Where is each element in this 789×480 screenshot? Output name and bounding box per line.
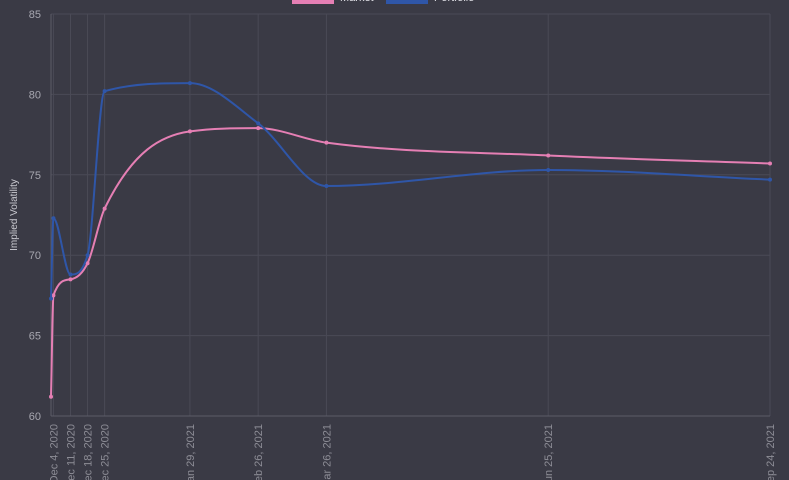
y-axis-label: Implied Volatility — [9, 179, 20, 251]
data-point[interactable] — [49, 296, 53, 301]
legend-item-market[interactable]: Market — [292, 0, 374, 4]
data-point[interactable] — [51, 216, 56, 221]
x-tick-label: Dec 25, 2020 — [100, 424, 112, 480]
x-tick-label: Dec 4, 2020 — [48, 424, 60, 480]
legend[interactable]: Market Portfolio — [292, 0, 474, 4]
series-line-portfolio — [50, 82, 771, 299]
data-point[interactable] — [68, 277, 73, 282]
x-tick-label: Sep 24, 2021 — [765, 424, 777, 480]
data-point[interactable] — [256, 126, 261, 131]
series-group — [49, 81, 772, 399]
data-point[interactable] — [546, 153, 551, 158]
x-tick-label: Dec 18, 2020 — [83, 424, 95, 480]
data-point[interactable] — [102, 206, 107, 211]
data-point[interactable] — [49, 394, 53, 399]
data-point[interactable] — [102, 89, 107, 94]
axes: 60 65 70 75 80 85 Dec 4, 2020 Dec 11, 2020 Dec 1… — [29, 9, 777, 480]
legend-swatch — [386, 0, 428, 4]
y-tick-label: 75 — [29, 170, 41, 182]
x-tick-label: Jan 29, 2021 — [185, 424, 197, 480]
legend-item-portfolio[interactable]: Portfolio — [386, 0, 474, 4]
y-tick-label: 85 — [29, 9, 41, 21]
legend-label: Portfolio — [434, 0, 474, 4]
x-tick-label: Mar 26, 2021 — [321, 424, 333, 480]
data-point[interactable] — [324, 184, 329, 189]
data-point[interactable] — [768, 161, 772, 166]
series-portfolio — [49, 81, 772, 301]
data-point[interactable] — [324, 140, 329, 145]
series-market — [49, 126, 772, 399]
series-line-market — [50, 127, 771, 397]
legend-swatch — [292, 0, 334, 4]
data-point[interactable] — [256, 121, 261, 126]
data-point[interactable] — [85, 261, 90, 266]
data-point[interactable] — [768, 177, 772, 182]
data-point[interactable] — [51, 293, 56, 298]
data-point[interactable] — [85, 253, 90, 258]
y-tick-label: 70 — [29, 250, 41, 262]
data-point[interactable] — [187, 129, 192, 134]
data-point[interactable] — [187, 81, 192, 86]
legend-label: Market — [340, 0, 374, 4]
data-point[interactable] — [68, 272, 73, 277]
y-tick-label: 65 — [29, 331, 41, 343]
x-tick-label: Dec 11, 2020 — [65, 424, 77, 480]
data-point[interactable] — [546, 167, 551, 172]
x-tick-label: Feb 26, 2021 — [253, 424, 265, 480]
y-tick-label: 80 — [29, 89, 41, 101]
y-tick-label: 60 — [29, 411, 41, 423]
x-tick-label: Jun 25, 2021 — [543, 424, 555, 480]
grid — [51, 13, 771, 417]
